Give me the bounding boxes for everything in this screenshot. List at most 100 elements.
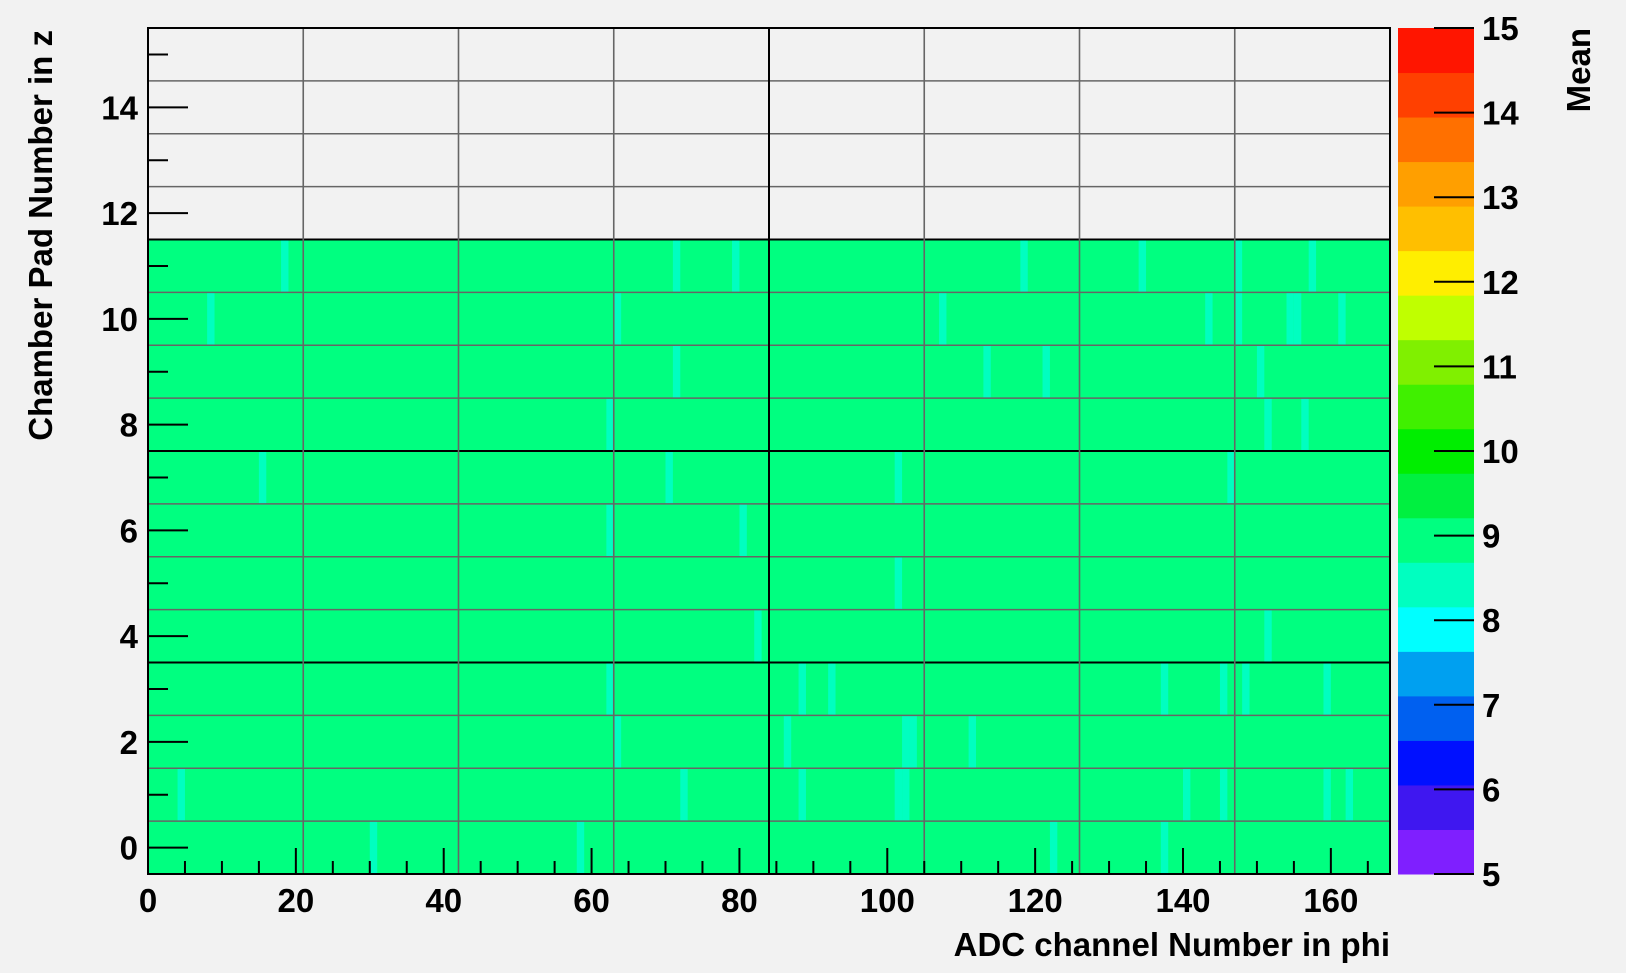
- heatmap-cell: [680, 768, 688, 822]
- heatmap-cell: [1345, 768, 1354, 822]
- y-tick-label: 10: [101, 301, 138, 338]
- palette-band: [1398, 295, 1474, 341]
- palette-band: [1398, 28, 1474, 74]
- y-tick-label: 6: [120, 512, 138, 549]
- y-tick-label: 12: [101, 195, 138, 232]
- plot-frame: [147, 27, 1391, 875]
- heatmap-cell: [783, 715, 792, 769]
- x-tick-label: 160: [1303, 882, 1358, 919]
- heatmap-cell: [1323, 768, 1331, 822]
- palette-tick-label: 9: [1482, 518, 1500, 555]
- heatmap-cell: [576, 821, 585, 874]
- x-axis: 0 20 40 60 80 100 120 140 160: [139, 848, 1369, 919]
- heatmap-cell: [672, 345, 681, 399]
- y-tick-label: 8: [120, 407, 138, 444]
- heatmap-cell: [369, 821, 378, 874]
- x-tick-label: 60: [573, 882, 610, 919]
- palette-tick-label: 15: [1482, 10, 1519, 47]
- heatmap-cell: [828, 662, 836, 716]
- x-axis-label: ADC channel Number in phi: [954, 926, 1390, 963]
- heatmap-cell: [1219, 768, 1228, 822]
- heatmap-cell: [798, 662, 806, 716]
- palette-band: [1398, 562, 1474, 608]
- heatmap-cell: [1160, 821, 1169, 874]
- palette-tick-label: 6: [1482, 771, 1500, 808]
- heatmap-cell: [939, 292, 947, 346]
- heatmap-cell: [1234, 239, 1243, 293]
- palette-band: [1398, 117, 1474, 163]
- heatmap-cell: [1308, 239, 1317, 293]
- y-axis: 0 2 4 6 8 10 12 14: [101, 53, 188, 867]
- heatmap-cell: [258, 451, 267, 504]
- palette-tick-label: 11: [1482, 348, 1517, 385]
- heatmap-cell: [613, 715, 622, 769]
- palette-band: [1398, 72, 1474, 118]
- palette-band: [1398, 473, 1474, 519]
- heatmap-cell: [1338, 292, 1346, 346]
- palette-band: [1398, 384, 1474, 430]
- heatmap-cell: [177, 768, 185, 822]
- palette-tick-label: 5: [1482, 856, 1500, 893]
- heatmap-cell: [894, 451, 903, 504]
- color-scale-label: Mean: [1560, 28, 1597, 112]
- palette-band: [1398, 339, 1474, 385]
- heatmap-cell: [1219, 662, 1228, 716]
- heatmap-cell: [207, 292, 215, 346]
- heatmap-cell: [1256, 345, 1265, 399]
- x-tick-label: 80: [721, 882, 758, 919]
- heatmap-cell: [1205, 292, 1213, 346]
- heatmap-cell: [1301, 398, 1309, 451]
- palette-band: [1398, 206, 1474, 252]
- heatmap-cell: [1264, 609, 1272, 663]
- heatmap-cell: [732, 239, 740, 293]
- x-tick-label: 40: [425, 882, 462, 919]
- heatmap-cell: [1242, 662, 1250, 716]
- heatmap-cell: [902, 715, 910, 769]
- palette-band: [1398, 250, 1474, 296]
- heatmap-cell: [909, 715, 917, 769]
- heatmap-cell: [1183, 768, 1191, 822]
- palette-band: [1398, 517, 1474, 563]
- heatmap-cell: [1264, 398, 1272, 451]
- heatmap-cell: [1049, 821, 1058, 874]
- heatmap-cell: [1160, 662, 1169, 716]
- palette-band: [1398, 784, 1474, 830]
- palette-band: [1398, 695, 1474, 741]
- heatmap-cell: [983, 345, 991, 399]
- x-tick-label: 100: [860, 882, 915, 919]
- palette-band: [1398, 829, 1474, 875]
- x-tick-label: 120: [1008, 882, 1063, 919]
- palette-tick-label: 14: [1482, 95, 1519, 132]
- grid-lines: [148, 28, 1390, 874]
- palette-band: [1398, 740, 1474, 786]
- heatmap-cell: [613, 292, 622, 346]
- y-tick-label: 0: [120, 830, 138, 867]
- heatmap-cell: [754, 609, 762, 663]
- heatmap-cell: [1293, 292, 1302, 346]
- palette-band: [1398, 651, 1474, 697]
- heatmap-cell: [968, 715, 976, 769]
- heatmap-cell: [1138, 239, 1147, 293]
- palette-tick-label: 13: [1482, 179, 1519, 216]
- x-tick-label: 20: [277, 882, 314, 919]
- heatmap-cell: [894, 768, 903, 822]
- y-tick-label: 14: [101, 89, 138, 126]
- palette-tick-label: 7: [1482, 687, 1500, 724]
- heatmap-cell: [665, 451, 673, 504]
- palette-band: [1398, 161, 1474, 207]
- heatmap-cell: [739, 503, 747, 557]
- heatmap-cell: [1227, 451, 1235, 504]
- heatmap-cell: [894, 556, 903, 610]
- heatmap-cell: [606, 398, 614, 451]
- palette-band: [1398, 606, 1474, 652]
- heatmap-cell: [281, 239, 289, 293]
- heatmap-cell: [798, 768, 806, 822]
- y-tick-label: 2: [120, 724, 138, 761]
- y-tick-label: 4: [120, 618, 139, 655]
- heatmap-cell: [606, 503, 614, 557]
- x-tick-label: 0: [139, 882, 157, 919]
- heatmap-cell: [1323, 662, 1331, 716]
- y-axis-label: Chamber Pad Number in z: [22, 30, 59, 441]
